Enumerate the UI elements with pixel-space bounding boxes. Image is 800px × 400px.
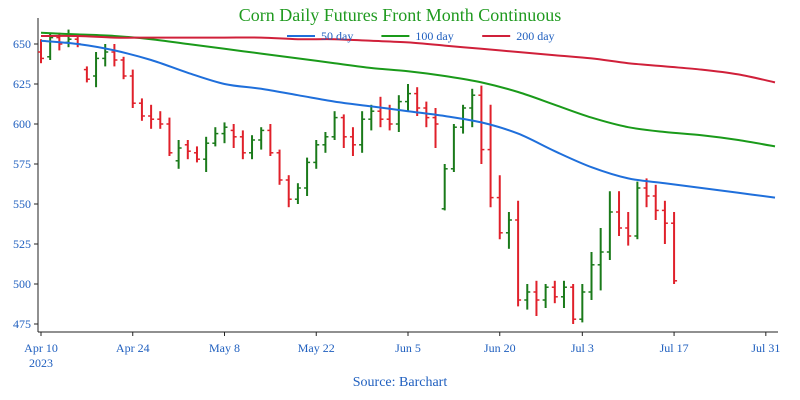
price-bar	[606, 191, 613, 260]
price-bar	[340, 114, 347, 148]
price-bar	[166, 117, 173, 156]
price-bar	[111, 44, 118, 67]
price-bar	[377, 96, 384, 128]
y-tick-label: 525	[13, 237, 31, 251]
legend-item-200-day: 200 day	[482, 29, 555, 43]
price-bar	[616, 191, 623, 236]
price-bar	[533, 280, 540, 316]
price-bar	[331, 111, 338, 140]
price-bar	[625, 212, 632, 246]
legend-label: 50 day	[321, 29, 353, 43]
price-bar	[221, 122, 228, 144]
price-bar	[450, 124, 457, 172]
price-bar	[634, 181, 641, 240]
price-bar	[652, 184, 659, 220]
legend-item-100-day: 100 day	[381, 29, 454, 43]
price-bar	[212, 127, 219, 147]
price-bar	[184, 140, 191, 160]
y-tick-label: 550	[13, 197, 31, 211]
price-bar	[129, 69, 136, 108]
price-bar	[505, 212, 512, 249]
x-tick-label: May 22	[298, 341, 335, 355]
x-tick-label: Jul 17	[660, 341, 689, 355]
legend-item-50-day: 50 day	[287, 29, 353, 43]
price-bar	[258, 127, 265, 150]
price-bar	[359, 111, 366, 153]
price-bar	[230, 124, 237, 148]
price-bar	[47, 32, 54, 60]
y-tick-label: 575	[13, 157, 31, 171]
price-bar	[120, 56, 127, 80]
price-bar	[83, 66, 90, 83]
price-bar	[193, 146, 200, 163]
price-bar	[294, 183, 301, 204]
price-bar	[588, 252, 595, 300]
price-bar	[560, 280, 567, 308]
price-bars	[38, 29, 678, 324]
price-bar	[239, 130, 246, 160]
price-bar	[496, 175, 503, 240]
x-tick-label: Jun 5	[395, 341, 421, 355]
price-bar	[267, 124, 274, 156]
x-tick-label: Jul 3	[571, 341, 594, 355]
price-bar	[138, 98, 145, 121]
x-tick-label: Apr 24	[116, 341, 150, 355]
x-tick-label: Jun 20	[484, 341, 516, 355]
x-tick-label: Apr 10	[24, 341, 58, 355]
price-bar	[175, 140, 182, 169]
price-bar	[368, 104, 375, 131]
price-bar	[515, 200, 522, 307]
price-bar	[643, 178, 650, 208]
price-bar	[395, 95, 402, 132]
price-bar	[313, 140, 320, 169]
price-bar	[524, 284, 531, 310]
price-bar	[597, 228, 604, 291]
ma-200-day-line	[40, 34, 776, 84]
moving-average-lines	[40, 31, 776, 199]
x-tick-label: May 8	[209, 341, 240, 355]
ma-50-day-line	[40, 39, 776, 199]
x-tick-sublabel: 2023	[29, 356, 53, 370]
chart-title: Corn Daily Futures Front Month Continuou…	[238, 5, 562, 25]
price-bar	[203, 136, 210, 172]
price-bar	[661, 200, 668, 244]
price-bar	[148, 104, 155, 129]
price-bar	[276, 149, 283, 185]
y-tick-label: 650	[13, 37, 31, 51]
price-bar	[349, 127, 356, 156]
y-tick-label: 475	[13, 317, 31, 331]
y-tick-label: 600	[13, 117, 31, 131]
price-bar	[671, 212, 678, 284]
legend-label: 100 day	[415, 29, 453, 43]
price-bar	[551, 280, 558, 304]
legend-label: 200 day	[516, 29, 554, 43]
price-bar	[285, 175, 292, 208]
y-tick-label: 500	[13, 277, 31, 291]
y-tick-label: 625	[13, 77, 31, 91]
price-bar	[304, 157, 311, 196]
price-bar	[441, 164, 448, 211]
x-tick-label: Jul 31	[751, 341, 780, 355]
ma-100-day-line	[40, 31, 776, 148]
price-bar	[579, 284, 586, 323]
price-bar	[322, 132, 329, 153]
source-label: Source: Barchart	[352, 375, 448, 390]
price-bar	[542, 284, 549, 308]
price-bar	[157, 111, 164, 129]
price-bar	[38, 39, 44, 64]
price-bar	[570, 284, 577, 324]
price-bar	[414, 87, 421, 116]
legend: 50 day 100 day 200 day	[287, 29, 555, 43]
price-bar	[405, 84, 411, 112]
price-bar	[478, 85, 485, 164]
price-bar	[249, 135, 256, 160]
price-bar	[65, 29, 72, 48]
price-bar	[487, 104, 494, 208]
price-bar	[93, 52, 100, 88]
